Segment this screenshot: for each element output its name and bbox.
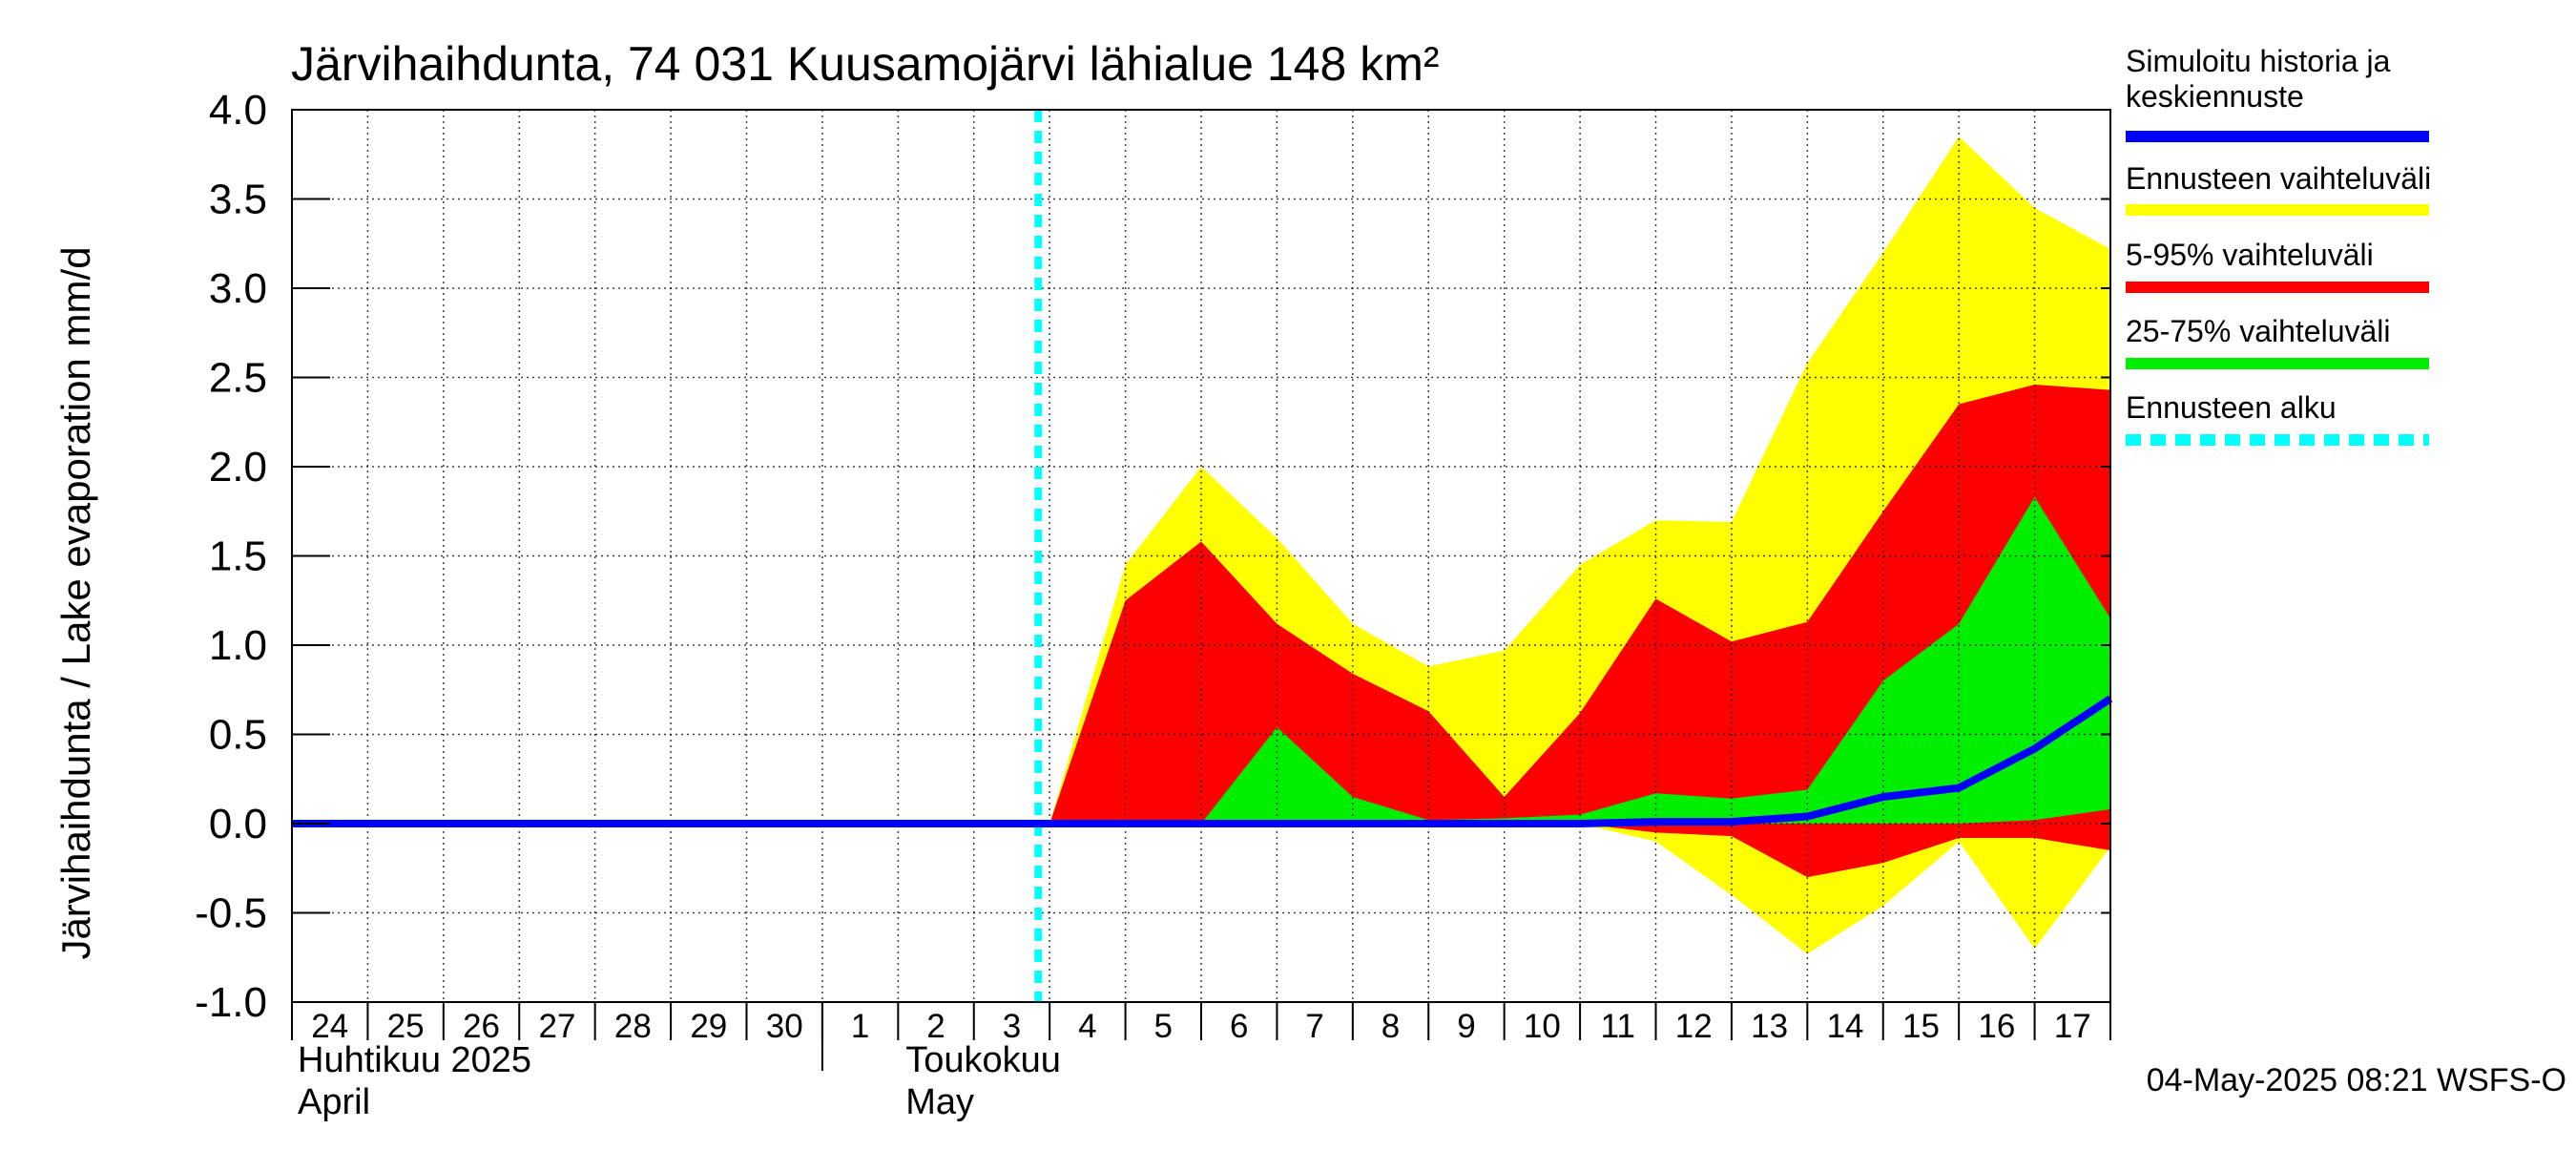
y-tick-label: 1.0 — [209, 622, 267, 669]
legend-label: Ennusteen alku — [2126, 390, 2337, 425]
x-tick-label: 7 — [1305, 1008, 1323, 1045]
legend-label: Ennusteen vaihteluväli — [2126, 161, 2431, 196]
x-tick-label: 13 — [1751, 1008, 1788, 1045]
y-tick-label: 2.0 — [209, 444, 267, 491]
x-tick-label: 29 — [690, 1008, 727, 1045]
x-tick-label: 6 — [1230, 1008, 1248, 1045]
x-tick-label: 26 — [463, 1008, 500, 1045]
x-tick-label: 17 — [2054, 1008, 2091, 1045]
x-tick-label: 15 — [1902, 1008, 1940, 1045]
x-tick-label: 2 — [926, 1008, 945, 1045]
chart-title: Järvihaihdunta, 74 031 Kuusamojärvi lähi… — [291, 37, 1440, 91]
month-label-fi: Huhtikuu 2025 — [298, 1040, 531, 1080]
legend-label: 5-95% vaihteluväli — [2126, 238, 2374, 272]
legend-label: keskiennuste — [2126, 79, 2304, 114]
x-tick-label: 4 — [1078, 1008, 1096, 1045]
x-tick-label: 30 — [766, 1008, 803, 1045]
x-tick-label: 14 — [1827, 1008, 1864, 1045]
band-25-75-vaihteluv-li — [1049, 496, 2110, 824]
x-tick-label: 12 — [1675, 1008, 1713, 1045]
y-tick-label: -0.5 — [195, 890, 267, 937]
x-tick-label: 8 — [1381, 1008, 1400, 1045]
plot-area: 4.03.53.02.52.01.51.00.50.0-0.5-1.024 25 2… — [195, 87, 2113, 1122]
x-tick-label: 24 — [311, 1008, 348, 1045]
y-tick-label: 0.5 — [209, 712, 267, 759]
y-tick-label: 4.0 — [209, 87, 267, 134]
y-axis-label: Järvihaihdunta / Lake evaporation mm/d — [53, 246, 98, 959]
month-label-en: April — [298, 1082, 370, 1122]
x-tick-label: 11 — [1601, 1008, 1635, 1045]
y-tick-label: 1.5 — [209, 533, 267, 580]
x-tick-label: 27 — [538, 1008, 575, 1045]
y-tick-label: -1.0 — [195, 979, 267, 1026]
y-tick-label: 0.0 — [209, 801, 267, 847]
x-tick-label: 5 — [1154, 1008, 1173, 1045]
legend-label: 25-75% vaihteluväli — [2126, 314, 2391, 348]
mean-forecast-line — [292, 695, 2113, 827]
footer-timestamp: 04-May-2025 08:21 WSFS-O — [2147, 1062, 2566, 1098]
y-tick-label: 3.5 — [209, 177, 267, 223]
x-tick-label: 9 — [1457, 1008, 1475, 1045]
x-tick-label: 28 — [614, 1008, 652, 1045]
month-label-en: May — [905, 1082, 974, 1122]
x-tick-label: 3 — [1003, 1008, 1021, 1045]
month-label-fi: Toukokuu — [905, 1040, 1061, 1080]
x-tick-label: 1 — [851, 1008, 869, 1045]
x-tick-label: 25 — [387, 1008, 425, 1045]
y-tick-label: 3.0 — [209, 265, 267, 312]
y-tick-label: 2.5 — [209, 355, 267, 402]
legend-label: Simuloitu historia ja — [2126, 44, 2391, 78]
x-tick-label: 16 — [1978, 1008, 2015, 1045]
x-tick-label: 10 — [1524, 1008, 1561, 1045]
